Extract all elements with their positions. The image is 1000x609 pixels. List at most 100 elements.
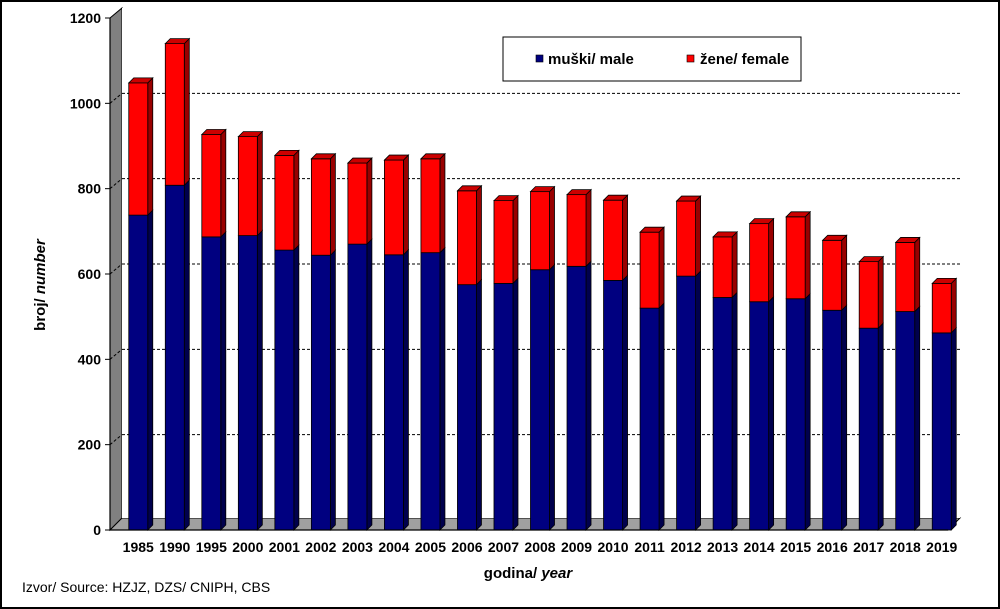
bar-female xyxy=(347,162,368,245)
x-tick-label: 2006 xyxy=(451,539,482,555)
bar-female-side xyxy=(439,152,446,254)
bar-female xyxy=(457,190,477,286)
legend: muški/ male žene/ female xyxy=(502,36,802,82)
bar-male-side xyxy=(293,244,300,531)
bar-male-side xyxy=(695,270,701,531)
bar-male xyxy=(676,275,696,531)
y-tick-labels: 0 200 400 600 800 1000 1200 xyxy=(70,10,110,538)
bar-female-top xyxy=(200,129,227,135)
bar-female-side xyxy=(877,255,884,330)
y-tick-label: 600 xyxy=(78,266,102,282)
x-tick-label: 2002 xyxy=(305,539,336,555)
bar-female-top xyxy=(785,211,812,218)
bar-male-side xyxy=(877,322,884,531)
bar-female xyxy=(384,159,404,256)
bar-male xyxy=(201,236,222,531)
bar-male-side xyxy=(658,302,665,531)
bar-female-top xyxy=(493,195,519,202)
y-tick-label: 200 xyxy=(78,437,102,453)
y-axis-title-bold: broj xyxy=(32,303,49,331)
bar-female-top xyxy=(529,186,556,193)
y-tick-label: 0 xyxy=(93,522,101,538)
gridline-wall xyxy=(109,348,123,360)
x-tick-label: 2012 xyxy=(671,539,702,555)
bar-female-top xyxy=(748,218,775,225)
gridline-wall xyxy=(109,178,123,190)
x-tick-label: 2011 xyxy=(634,539,665,555)
bar-female-top xyxy=(931,277,958,284)
bar-female-top xyxy=(419,153,446,160)
bar-female-top xyxy=(346,157,373,164)
bar-male xyxy=(384,254,404,531)
bar-male xyxy=(530,269,550,531)
bar-male xyxy=(164,184,185,531)
bar-female xyxy=(164,43,185,186)
bar-female xyxy=(310,158,331,256)
bar-male-side xyxy=(512,277,519,531)
bar-female-side xyxy=(804,210,811,300)
bar-female xyxy=(420,158,441,254)
legend-label-female: žene/ female xyxy=(700,51,789,68)
bar-female-side xyxy=(329,152,336,257)
bar-male xyxy=(457,284,477,531)
x-tick-label: 2004 xyxy=(378,539,409,555)
bar-female xyxy=(785,216,806,300)
bar-female-side xyxy=(256,130,263,237)
gridlines xyxy=(109,92,960,446)
bar-male-side xyxy=(439,246,446,531)
bar-male xyxy=(128,214,149,531)
bar-male xyxy=(749,301,770,531)
y-tick-label: 400 xyxy=(78,351,102,367)
bar-female-top xyxy=(566,189,592,196)
bar-female-top xyxy=(639,226,666,233)
bar-male-side xyxy=(804,292,811,531)
bar-female xyxy=(566,194,587,267)
bar-series xyxy=(127,37,958,531)
x-tick-labels: 1985 1990 1995 2000 2001 2002 2003 2004 2005 2006… xyxy=(123,539,958,555)
bar-female-side xyxy=(293,149,300,252)
x-tick-label: 2015 xyxy=(780,539,811,555)
bar-female-side xyxy=(183,37,190,187)
gridline-wall xyxy=(109,434,123,446)
bar-male-side xyxy=(183,179,190,531)
x-tick-label: 2016 xyxy=(817,539,848,555)
bar-female-top xyxy=(383,154,410,161)
x-tick-label: 1990 xyxy=(159,539,190,555)
bar-female xyxy=(712,236,733,298)
x-tick-label: 2019 xyxy=(926,539,957,555)
bar-female-side xyxy=(950,277,957,334)
bar-female-top xyxy=(602,194,629,201)
bar-female xyxy=(128,82,149,216)
x-axis-title: godina/ year xyxy=(484,565,574,582)
bar-male xyxy=(931,332,952,531)
bar-female-side xyxy=(366,157,373,246)
gridline-wall xyxy=(109,92,123,104)
x-tick-label: 2008 xyxy=(524,539,555,555)
bar-female-top xyxy=(164,38,191,44)
bar-male xyxy=(420,252,441,531)
bar-female-top xyxy=(310,153,337,160)
source-note: Izvor/ Source: HZJZ, DZS/ CNIPH, CBS xyxy=(22,579,271,595)
bar-female xyxy=(822,239,843,311)
bar-male-side xyxy=(220,230,227,531)
bar-male-side xyxy=(549,263,555,531)
bar-male-side xyxy=(914,305,921,531)
bar-female-top xyxy=(712,231,739,238)
bar-female xyxy=(237,136,258,236)
y-axis-title: broj/ number xyxy=(32,238,49,331)
legend-swatch-male xyxy=(535,54,544,63)
y-tick-label: 1000 xyxy=(70,95,101,111)
gridline-wall xyxy=(109,263,123,275)
bar-female-side xyxy=(147,76,154,217)
bar-male xyxy=(310,254,331,531)
x-tick-label: 2010 xyxy=(597,539,628,555)
legend-swatch-female xyxy=(686,54,695,63)
bar-female-side xyxy=(622,194,628,282)
bar-female-side xyxy=(768,217,775,303)
bar-female xyxy=(201,134,222,238)
bar-male-side xyxy=(768,295,775,531)
y-tick-label: 1200 xyxy=(70,10,101,26)
bar-male-side xyxy=(256,229,263,531)
bar-female-side xyxy=(512,194,519,285)
bar-female xyxy=(676,200,696,277)
